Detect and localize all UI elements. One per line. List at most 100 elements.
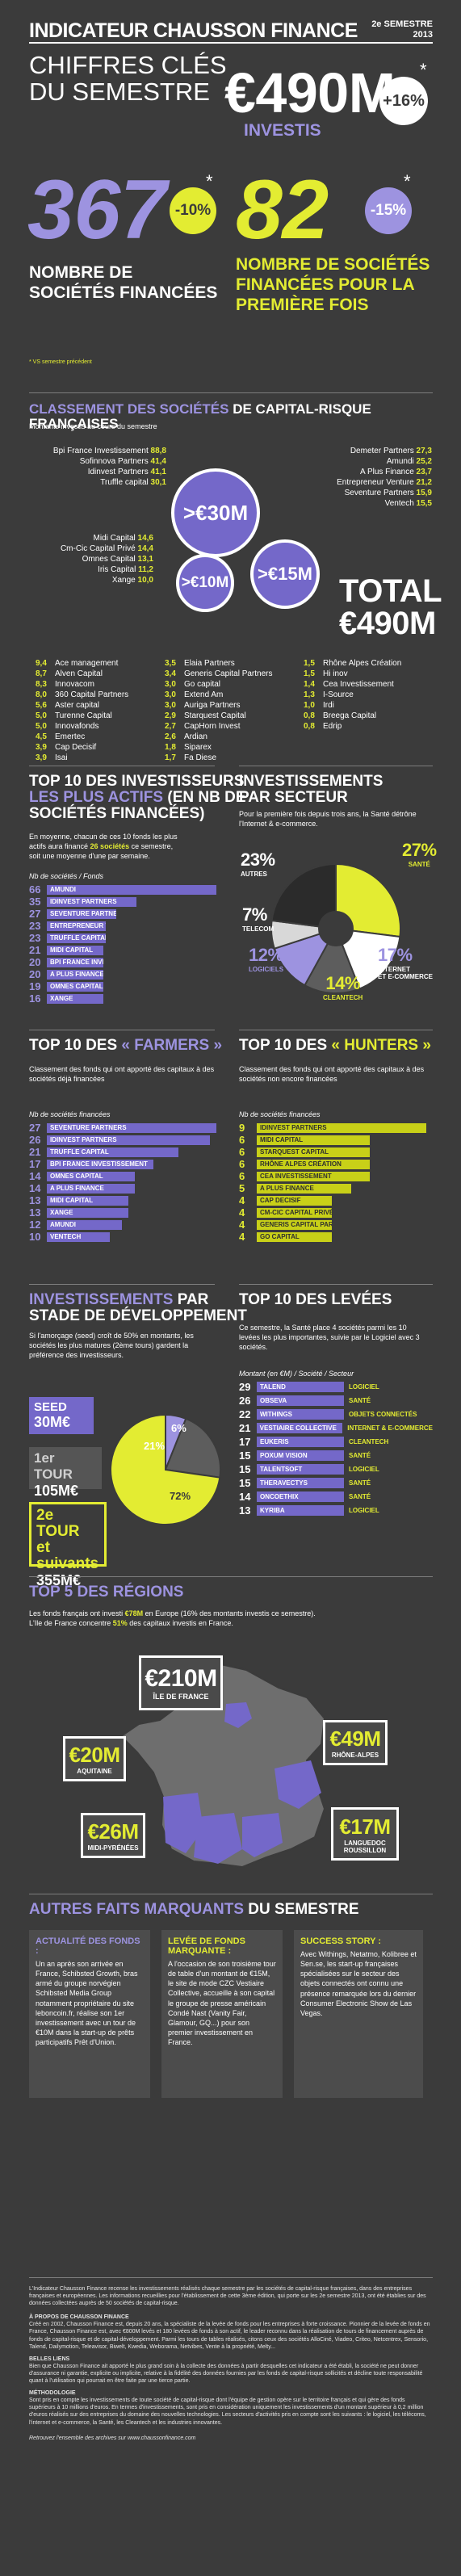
bar-value: 35 — [29, 896, 41, 908]
ranking-value: 1,8 — [165, 743, 176, 752]
pie-slice — [270, 862, 337, 930]
levee-sector: SANTÉ — [349, 1452, 371, 1459]
ranking-value: 1,3 — [304, 690, 315, 699]
levee-row: 26 OBSEVA SANTÉ — [239, 1395, 433, 1407]
levee-sector: LOGICIEL — [349, 1383, 379, 1391]
first-time-label-line3: PREMIÈRE FOIS — [236, 296, 369, 314]
regions-desc-f: des capitaux investis en France. — [127, 1619, 233, 1628]
ranking-row: Seventure Partners 15,9 — [287, 488, 432, 498]
languedoc-shape — [242, 1813, 283, 1857]
first-time-count: 82 — [236, 163, 329, 257]
divider — [29, 1576, 433, 1577]
ranking-row: 5,0 Turenne Capital — [36, 711, 165, 721]
ranking-value: 1,4 — [304, 680, 315, 689]
ranking-value: 8,7 — [36, 669, 47, 678]
bar-value: 14 — [29, 1182, 41, 1194]
internet-pct: 17% — [378, 945, 413, 965]
ranking-row: Demeter Partners 27,3 — [287, 446, 432, 456]
regions-desc: Les fonds français ont investi €78M en E… — [29, 1609, 433, 1628]
ranking-value: 3,0 — [165, 690, 176, 699]
footer-about-heading: À PROPOS DE CHAUSSON FINANCE — [29, 2314, 129, 2321]
ranking-row: 1,7 Fa Diese — [165, 753, 302, 763]
bar-value: 21 — [29, 944, 41, 956]
header-title: INDICATEUR CHAUSSON FINANCE — [29, 19, 358, 42]
ranking-col2: 3,5 Elaia Partners 3,4 Generis Capital Part… — [165, 658, 302, 763]
invested-amount: €490M — [224, 61, 396, 124]
midi-pyrenees-shape — [194, 1813, 242, 1864]
companies-label-line2: SOCIÉTÉS FINANCÉES — [29, 283, 218, 302]
bar-value: 6 — [239, 1170, 245, 1182]
seed-value: 30M€ — [34, 1414, 71, 1430]
bar: RHÔNE ALPES CRÉATION — [257, 1159, 370, 1169]
bar: AMUNDI — [47, 1219, 123, 1230]
footer-method-heading: MÉTHODOLOGIE — [29, 2390, 76, 2397]
bar: A PLUS FINANCE — [47, 1183, 135, 1194]
ranking-row: 3,0 Auriga Partners — [165, 700, 302, 711]
aquitaine-name: AQUITAINE — [77, 1768, 112, 1775]
regions-desc-c: en Europe (16% des montants investis ce … — [143, 1609, 316, 1617]
invested-change: +16% — [383, 91, 425, 110]
ranking-name: Auriga Partners — [184, 701, 241, 710]
seed-box: SEED 30M€ — [29, 1397, 94, 1434]
bar-value: 13 — [29, 1206, 41, 1219]
ranking-value: 3,9 — [36, 753, 47, 762]
ranking-name: Alven Capital — [55, 669, 103, 678]
ranking-name: Isai — [55, 753, 68, 762]
levee-company: TALENTSOFT — [257, 1464, 344, 1475]
first-round-value: 105M€ — [34, 1483, 79, 1499]
levee-amount: 13 — [239, 1504, 251, 1517]
bar: OMNES CAPITAL — [47, 1171, 135, 1181]
sector-pie — [270, 862, 401, 994]
ranking-row: Sofinnova Partners 41,4 — [29, 456, 166, 467]
sectors-title-line1: INVESTISSEMENTS — [239, 773, 383, 790]
pie-slice — [110, 1413, 221, 1525]
ranking-name: Starquest Capital — [184, 711, 246, 720]
levee-company: POXUM VISION — [257, 1450, 344, 1461]
ranking-name: Cea Investissement — [323, 680, 394, 689]
footer-archives-link[interactable]: Retrouvez l'ensemble des archives sur ww… — [29, 2435, 196, 2441]
asterisk: * — [206, 171, 213, 191]
bar-row: 6 STARQUEST CAPITAL — [239, 1146, 433, 1158]
ranking-name: Demeter Partners — [350, 447, 417, 455]
ranking-right-top: Demeter Partners 27,3 Amundi 25,2 A Plus F… — [287, 446, 432, 509]
key-figures-title: CHIFFRES CLÉS DU SEMESTRE — [29, 52, 227, 105]
regions-title: TOP 5 DES RÉGIONS — [29, 1584, 184, 1601]
ranking-name: Innovafonds — [55, 722, 99, 731]
bar-row: 20 A PLUS FINANCE — [29, 968, 223, 980]
ranking-name: Emertec — [55, 732, 86, 741]
ranking-name: Breega Capital — [323, 711, 377, 720]
hunters-title: TOP 10 DES « HUNTERS » — [239, 1038, 431, 1054]
ranking-name: Amundi — [386, 457, 417, 466]
bar-row: 21 TRUFFLE CAPITAL — [29, 1146, 223, 1158]
farmers-chart: 27 SEVENTURE PARTNERS 26 IDINVEST PARTNERS 2… — [29, 1122, 223, 1244]
ranking-name: 360 Capital Partners — [55, 690, 129, 699]
bar-value: 6 — [239, 1158, 245, 1170]
pie-hole — [318, 911, 354, 946]
key-figures-title-line1: CHIFFRES CLÉS — [29, 51, 227, 79]
languedoc-name-2: ROUSSILLON — [343, 1846, 387, 1854]
stage-pct-label: 6% — [171, 1422, 186, 1434]
ranking-value: 0,8 — [304, 722, 315, 731]
top-active-desc-c: ce semestre, — [129, 842, 174, 851]
bar-row: 21 MIDI CAPITAL — [29, 944, 223, 956]
ranking-name: Entrepreneur Venture — [337, 478, 417, 487]
cleantech-label: CLEANTECH — [323, 994, 363, 1001]
ranking-row: A Plus Finance 23,7 — [287, 467, 432, 477]
bar-value: 20 — [29, 968, 41, 980]
levee-amount: 26 — [239, 1395, 251, 1407]
levee-row: 15 THERAVECTYS SANTÉ — [239, 1477, 433, 1489]
midi-pyrenees-value: €26M — [87, 1819, 139, 1844]
levee-row: 13 KYRIBA LOGICIEL — [239, 1504, 433, 1517]
stages-title-b: PAR — [173, 1291, 209, 1308]
bar: SEVENTURE PARTNERS — [47, 908, 116, 919]
pin-aquitaine: €20M AQUITAINE — [63, 1736, 126, 1781]
levee-company: OBSEVA — [257, 1395, 344, 1406]
levee-company: VESTIAIRE COLLECTIVE — [256, 1423, 343, 1433]
ranking-row: Omnes Capital 13,1 — [48, 554, 153, 564]
top-active-chart: 66 AMUNDI 35 IDINVEST PARTNERS 27 SEVENTURE P… — [29, 883, 223, 1005]
ranking-name: Innovacom — [55, 680, 94, 689]
languedoc-value: €17M — [339, 1814, 391, 1839]
bar-row: 6 RHÔNE ALPES CRÉATION — [239, 1158, 433, 1170]
bar-value: 23 — [29, 920, 41, 932]
ranking-name: Idinvest Partners — [87, 468, 151, 476]
